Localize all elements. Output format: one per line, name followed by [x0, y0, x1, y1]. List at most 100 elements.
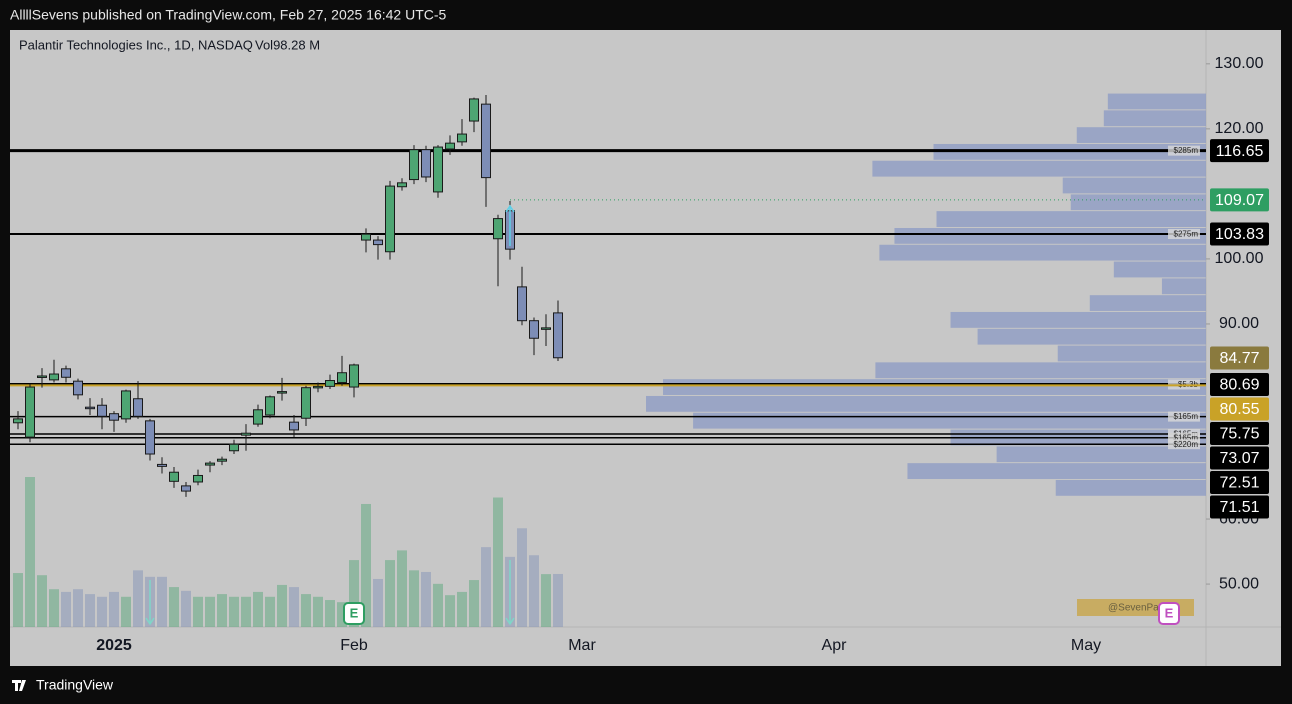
price-label-bg: [1210, 188, 1269, 212]
candle-body: [433, 146, 443, 193]
volume-bar: [493, 497, 503, 627]
profile-bar: [1089, 295, 1206, 311]
price-label: 71.51: [1219, 499, 1259, 516]
price-label: 73.07: [1219, 450, 1259, 467]
candle-body: [481, 103, 491, 179]
candle-body: [157, 463, 167, 467]
volume-bar: [481, 547, 491, 627]
profile-bar: [693, 412, 1206, 429]
profile-bar: [936, 211, 1206, 228]
price-label: 84.77: [1219, 350, 1259, 367]
candle-body: [37, 375, 47, 378]
volume-bar: [229, 596, 239, 627]
level-tag-bg: [1168, 145, 1200, 156]
volume-bar: [13, 573, 23, 627]
volume-bar: [313, 596, 323, 627]
level-tag: $275m: [1174, 230, 1199, 239]
candle-body: [313, 385, 323, 389]
y-tick-label: 120.00: [1215, 120, 1264, 137]
volume-bar: [37, 575, 47, 627]
up-arrow: [505, 204, 515, 246]
candle-body: [253, 409, 263, 425]
earnings-marker[interactable]: [343, 602, 365, 625]
price-label: 75.75: [1219, 426, 1259, 443]
volume-bar: [553, 573, 563, 627]
profile-bar: [646, 395, 1206, 412]
profile-bar: [1055, 480, 1206, 496]
price-label: 72.51: [1219, 475, 1259, 492]
candle-body: [469, 98, 479, 122]
volume-bar: [157, 576, 167, 627]
candle-body: [169, 471, 179, 482]
price-label: 80.69: [1219, 377, 1259, 394]
volume-bar: [457, 591, 467, 627]
level-tag-bg: [1168, 432, 1200, 443]
down-arrow: [145, 580, 155, 626]
volume-bar: [109, 591, 119, 627]
level-tag: $165m: [1174, 433, 1199, 442]
volume-bar: [385, 560, 395, 627]
earnings-label: E: [350, 605, 359, 620]
price-label-bg: [1210, 139, 1269, 163]
volume-bar: [445, 595, 455, 627]
volume-bar: [265, 596, 275, 627]
candle-body: [13, 418, 23, 424]
candle-body: [493, 218, 503, 240]
profile-bar: [1113, 261, 1206, 278]
level-tag: $165m: [1174, 412, 1199, 421]
volume-bar: [325, 600, 335, 627]
volume-bar: [169, 587, 179, 627]
volume-bar: [73, 589, 83, 627]
profile-bar: [875, 362, 1206, 379]
level-tag-bg: [1168, 229, 1200, 240]
candle-body: [97, 404, 107, 417]
volume-bar: [337, 602, 347, 627]
candle-body: [325, 380, 335, 387]
volume-bar: [61, 591, 71, 627]
volume-bar: [253, 591, 263, 627]
price-label: 116.65: [1216, 143, 1264, 160]
profile-bar: [907, 463, 1206, 480]
candle-body: [121, 390, 131, 420]
volume-bar: [361, 503, 371, 627]
profile-bar: [1057, 345, 1206, 362]
volume-bar: [541, 574, 551, 627]
candle-body: [133, 398, 143, 417]
profile-bar: [872, 160, 1206, 177]
candle-body: [373, 239, 383, 246]
y-tick-label: 90.00: [1219, 315, 1259, 332]
profile-bar: [1062, 177, 1206, 194]
candle-body: [229, 443, 239, 452]
price-label-bg: [1210, 397, 1269, 421]
volume-bar: [97, 596, 107, 627]
level-tag-bg: [1168, 411, 1200, 422]
candle-body: [217, 458, 227, 462]
publish-header: AllllSevens published on TradingView.com…: [10, 7, 447, 23]
profile-bar: [996, 446, 1206, 463]
level-tag-bg: [1168, 439, 1200, 450]
profile-bar: [1076, 127, 1206, 143]
candle-body: [409, 149, 419, 181]
candle-body: [349, 364, 359, 388]
candle-body: [25, 386, 35, 438]
candle-body: [541, 327, 551, 330]
volume-bar: [421, 571, 431, 627]
candle-body: [265, 396, 275, 416]
profile-bar: [1103, 110, 1206, 127]
candle-body: [397, 182, 407, 188]
candle-body: [301, 387, 311, 419]
brand-logo: [12, 680, 26, 691]
earnings-marker[interactable]: [1158, 602, 1180, 625]
x-tick-label: Feb: [340, 637, 368, 654]
legend-title: Palantir Technologies Inc., 1D, NASDAQ: [19, 37, 253, 52]
price-label: 103.83: [1215, 226, 1264, 243]
price-label: 109.07: [1215, 192, 1264, 209]
candle-body: [61, 368, 71, 378]
price-label-bg: [1210, 446, 1269, 470]
watermark: @SevenPar: [1108, 603, 1163, 614]
volume-bar: [433, 583, 443, 627]
profile-bar: [950, 311, 1206, 328]
legend-volume: Vol98.28 M: [255, 37, 320, 52]
volume-bar: [289, 587, 299, 627]
